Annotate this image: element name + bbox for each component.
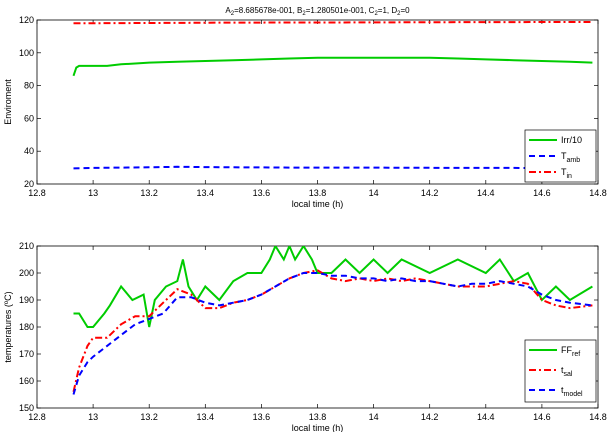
legend-label-main: t [561, 365, 564, 375]
x-tick-label: 14.6 [533, 412, 551, 422]
x-tick-label: 14 [369, 412, 379, 422]
x-tick-label: 14.4 [477, 188, 495, 198]
legend-label-sub: ref [572, 351, 580, 358]
legend-label: Tamb [561, 151, 580, 164]
x-tick-label: 13.2 [140, 412, 158, 422]
x-tick-label: 13.4 [197, 412, 215, 422]
chart-top: 12.8 13 13.2 13.4 13.6 13.8 14 14.2 14.4 14.6 14.8… [3, 6, 607, 209]
chart-title: A2=8.685678e-001, B2=1.280501e-001, C2=1… [225, 6, 410, 17]
x-tick-label: 14.8 [589, 412, 607, 422]
x-axis-label: local time (h) [292, 423, 344, 432]
x-tick-label: 13.6 [253, 412, 271, 422]
x-axis-label: local time (h) [292, 199, 344, 209]
y-axis-label: temperatures (ºC) [3, 291, 13, 362]
title-text: =1.280501e-001, C [306, 6, 375, 15]
x-tick-label: 13.8 [309, 188, 327, 198]
title-subscript: 2 [397, 11, 401, 17]
x-tick-label: 14.4 [477, 412, 495, 422]
y-tick-label: 170 [19, 349, 34, 359]
x-tick-label: 13.8 [309, 412, 327, 422]
title-text: A [225, 6, 231, 15]
legend-box [524, 129, 597, 183]
title-text: =8.685678e-001, B [234, 6, 302, 15]
chart-bottom: 12.8 13 13.2 13.4 13.6 13.8 14 14.2 14.4 14.6 14.8… [3, 241, 607, 432]
title-subscript: 2 [231, 11, 235, 17]
legend-label-main: T [561, 167, 567, 177]
y-tick-label: 200 [19, 268, 34, 278]
legend-label-sub: in [567, 173, 573, 180]
title-text: =1, D [378, 6, 398, 15]
legend-label-main: Irr/10 [561, 135, 582, 145]
title-text: =0 [400, 6, 410, 15]
x-tick-label: 14.2 [421, 188, 439, 198]
y-axis-label: Enviroment [3, 79, 13, 125]
legend-label-main: T [561, 151, 567, 161]
legend-label-sub: amb [567, 157, 581, 164]
legend-label: Tin [561, 167, 572, 180]
x-tick-label: 13 [88, 412, 98, 422]
series-line-2 [73, 165, 593, 170]
x-tick-label: 13.6 [253, 188, 271, 198]
series-line-2 [72, 269, 593, 393]
series-line-1 [73, 246, 593, 328]
legend-label: FFref [561, 345, 580, 358]
y-tick-label: 190 [19, 295, 34, 305]
y-tick-label: 20 [24, 179, 34, 189]
plot-area [36, 19, 599, 185]
legend-label: Irr/10 [561, 135, 582, 145]
legend-label-sub: sal [564, 371, 573, 378]
legend-label-main: FF [561, 345, 572, 355]
x-tick-label: 12.8 [28, 412, 46, 422]
legend-label-main: t [561, 385, 564, 395]
title-subscript: 2 [374, 11, 378, 17]
legend-label-sub: model [564, 391, 584, 398]
y-tick-label: 210 [19, 241, 34, 251]
y-tick-label: 180 [19, 322, 34, 332]
x-tick-label: 13.4 [197, 188, 215, 198]
series-line-3 [72, 272, 593, 395]
legend-label: tsal [561, 365, 573, 378]
series-line-1 [72, 56, 593, 77]
y-tick-label: 80 [24, 81, 34, 91]
x-tick-label: 13 [88, 188, 98, 198]
title-subscript: 2 [302, 11, 306, 17]
y-tick-label: 120 [19, 15, 34, 25]
y-tick-label: 160 [19, 376, 34, 386]
x-tick-label: 14.6 [533, 188, 551, 198]
y-tick-label: 100 [19, 48, 34, 58]
y-tick-label: 150 [19, 403, 34, 413]
x-tick-label: 12.8 [28, 188, 46, 198]
x-tick-label: 13.2 [140, 188, 158, 198]
series-line-3 [73, 21, 593, 25]
y-tick-label: 60 [24, 113, 34, 123]
legend-label: tmodel [561, 385, 583, 398]
x-tick-label: 14 [369, 188, 379, 198]
y-tick-label: 40 [24, 146, 34, 156]
x-tick-label: 14.8 [589, 188, 607, 198]
x-tick-label: 14.2 [421, 412, 439, 422]
